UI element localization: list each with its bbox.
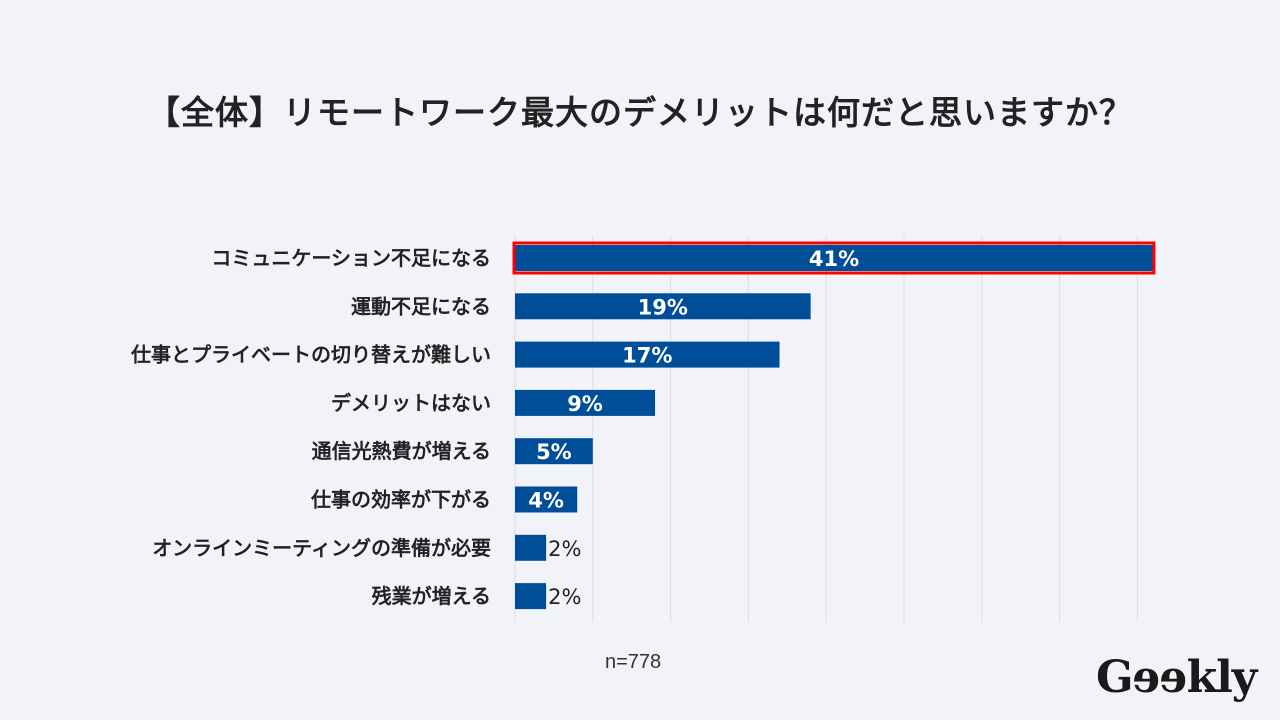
bar [515, 438, 593, 465]
chart-title: 【全体】リモートワーク最大のデメリットは何だと思いますか？ [147, 93, 1133, 132]
category-label: コミュニケーション不足になる [211, 246, 491, 270]
category-label: 通信光熱費が増える [312, 439, 491, 463]
category-label: オンラインミーティングの準備が必要 [152, 536, 491, 560]
bar [515, 245, 1153, 271]
highlight-border [512, 241, 1156, 275]
category-label: 運動不足になる [351, 294, 491, 318]
data-label: 9% [567, 392, 603, 416]
data-label: 19% [638, 295, 688, 319]
data-label: 2% [548, 537, 581, 561]
category-label: デメリットはない [331, 391, 491, 415]
data-label: 17% [622, 344, 672, 368]
sample-size-note: n=778 [605, 651, 662, 673]
bar [515, 341, 780, 368]
data-label: 4% [528, 489, 564, 513]
bar [515, 486, 578, 513]
bar [515, 534, 547, 561]
category-label: 残業が増える [372, 584, 491, 608]
category-label: 仕事の効率が下がる [310, 488, 491, 512]
geekly-logo: Geekly [1096, 652, 1257, 703]
data-label: 2% [548, 585, 581, 609]
bar [515, 293, 811, 320]
bar [515, 583, 547, 610]
bar [515, 389, 656, 416]
data-label: 5% [536, 440, 572, 464]
category-label: 仕事とプライベートの切り替えが難しい [130, 343, 491, 367]
data-label: 41% [809, 247, 859, 271]
